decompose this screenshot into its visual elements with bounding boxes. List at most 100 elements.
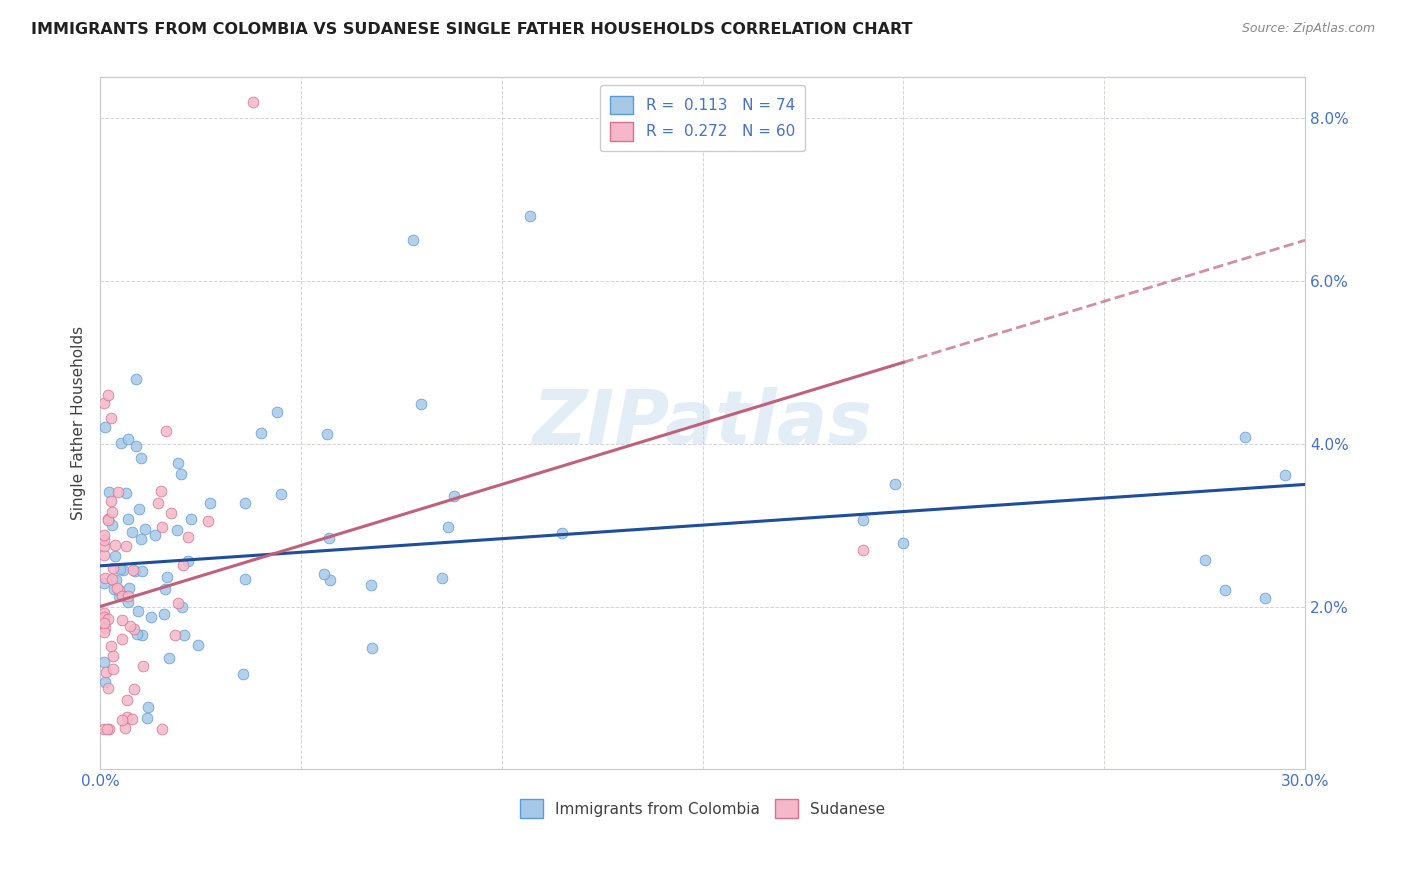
Point [172,558,194,573]
Point [101,561,124,575]
Point [319,574,342,588]
Text: Source: ZipAtlas.com: Source: ZipAtlas.com [1241,22,1375,36]
Point [242,95,264,109]
Point [118,582,141,596]
Point [114,721,136,735]
Point [1254,591,1277,606]
Point [101,518,124,533]
Point [100,572,122,586]
Point [94,675,117,690]
Text: ZIPatlas: ZIPatlas [533,387,873,460]
Point [98,722,121,736]
Point [105,581,128,595]
Point [93,615,115,630]
Point [121,712,143,726]
Point [233,496,256,510]
Point [122,682,145,697]
Point [104,574,127,588]
Point [94,665,117,679]
Text: IMMIGRANTS FROM COLOMBIA VS SUDANESE SINGLE FATHER HOUSEHOLDS CORRELATION CHART: IMMIGRANTS FROM COLOMBIA VS SUDANESE SIN… [31,22,912,37]
Point [125,372,148,386]
Point [150,519,173,533]
Point [409,397,432,411]
Point [93,539,115,553]
Point [266,404,288,418]
Point [107,583,129,598]
Point [93,722,115,736]
Point [166,596,188,610]
Point [361,640,384,655]
Point [111,613,134,627]
Point [127,626,149,640]
Point [155,424,177,438]
Point [93,527,115,541]
Point [197,514,219,528]
Point [129,532,152,546]
Point [108,562,131,576]
Point [170,467,193,482]
Point [232,666,254,681]
Point [124,564,146,578]
Point [93,396,115,410]
Point [117,512,139,526]
Point [101,662,124,676]
Point [312,567,335,582]
Point [97,485,120,500]
Point [170,599,193,614]
Point [157,651,180,665]
Point [430,571,453,585]
Point [93,625,115,640]
Point [93,533,115,547]
Point [893,536,915,550]
Point [159,506,181,520]
Point [115,710,138,724]
Point [129,450,152,465]
Point [93,548,115,562]
Point [111,564,134,578]
Point [156,570,179,584]
Point [128,501,150,516]
Point [149,484,172,499]
Point [117,433,139,447]
Point [1213,583,1236,598]
Point [152,607,174,622]
Point [97,512,120,526]
Point [117,589,139,603]
Point [97,388,120,402]
Point [270,487,292,501]
Point [97,681,120,696]
Point [117,595,139,609]
Legend: Immigrants from Colombia, Sudanese: Immigrants from Colombia, Sudanese [513,793,891,824]
Point [111,590,134,604]
Point [135,711,157,725]
Point [122,622,145,636]
Point [110,435,132,450]
Point [103,538,125,552]
Point [884,477,907,491]
Point [153,582,176,597]
Point [233,572,256,586]
Point [93,607,115,621]
Point [316,427,339,442]
Point [180,512,202,526]
Point [103,648,125,663]
Point [115,539,138,553]
Point [115,486,138,500]
Point [852,542,875,557]
Point [93,420,115,434]
Point [250,425,273,440]
Point [443,489,465,503]
Point [187,638,209,652]
Point [104,549,127,563]
Point [103,582,125,597]
Point [93,655,115,669]
Point [198,496,221,510]
Point [318,531,340,545]
Point [94,621,117,635]
Point [1194,553,1216,567]
Point [115,693,138,707]
Point [150,722,173,736]
Point [165,628,187,642]
Point [402,233,425,247]
Point [176,530,198,544]
